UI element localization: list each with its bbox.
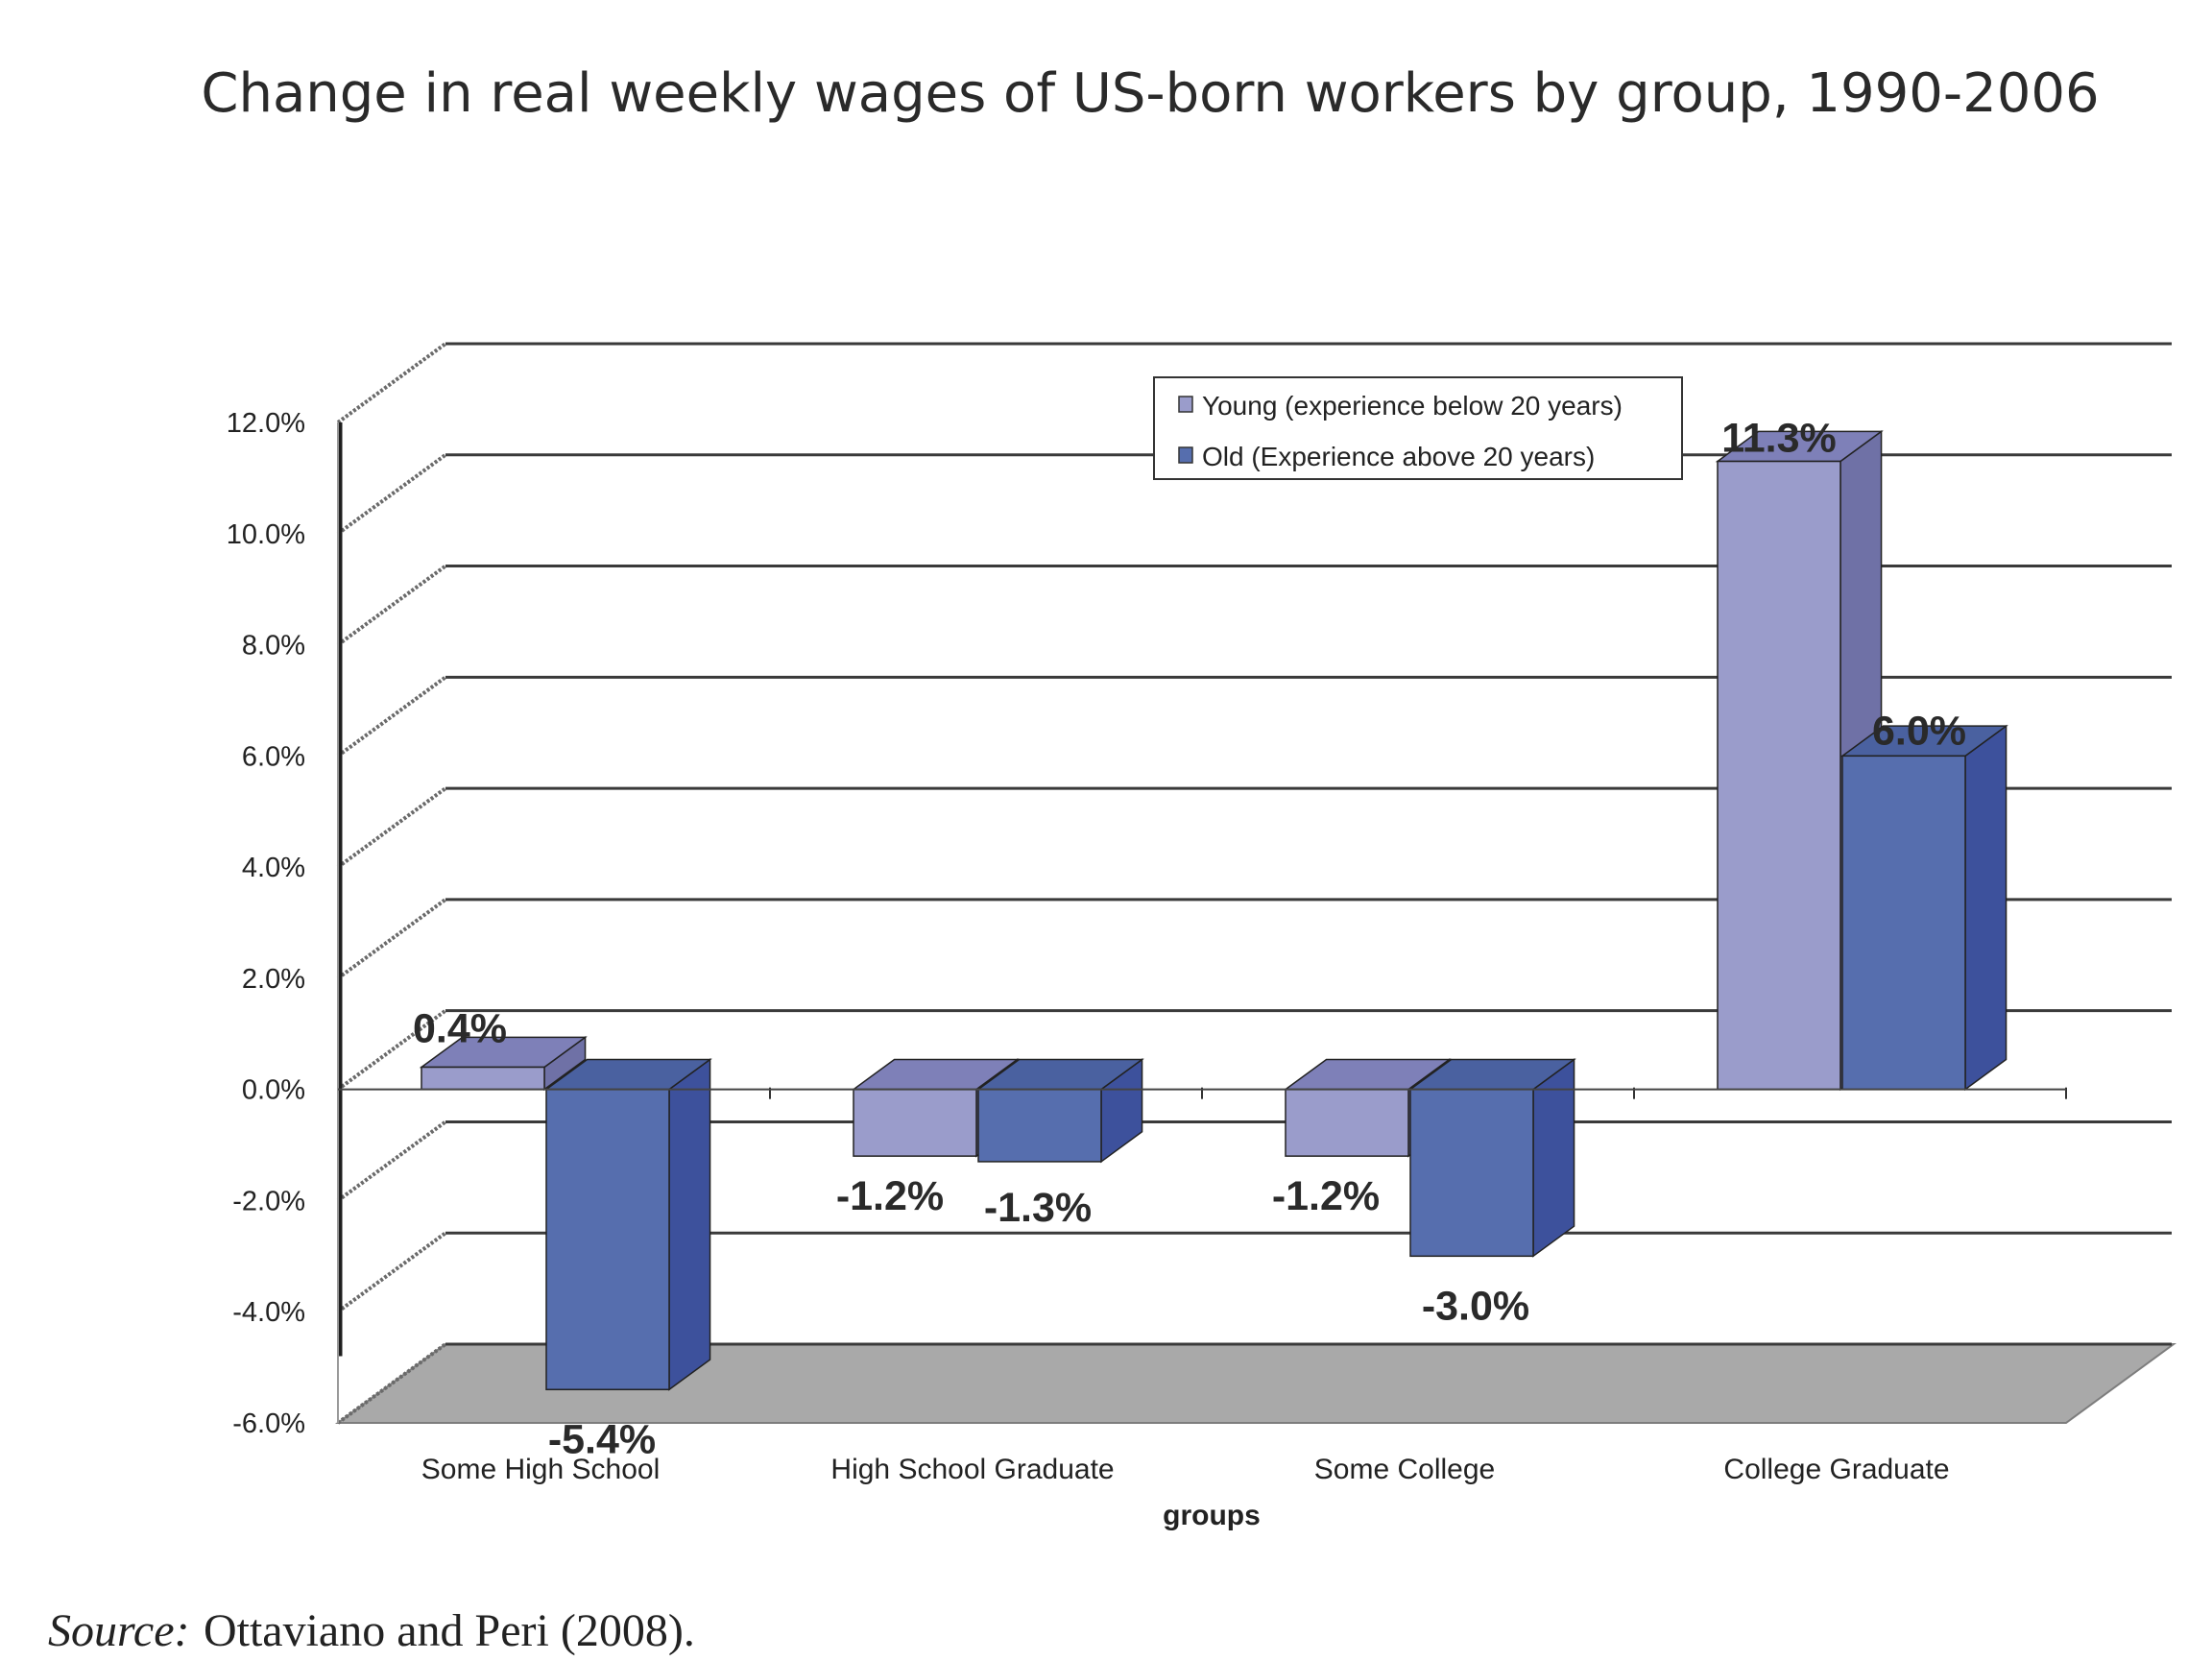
source-text: Ottaviano and Peri (2008).	[204, 1605, 695, 1656]
data-label: 6.0%	[1872, 708, 1966, 754]
legend-swatch-young	[1178, 396, 1193, 413]
side-wall-gridline	[336, 675, 447, 758]
side-wall-gridline	[336, 786, 447, 869]
bar-old	[1839, 724, 2008, 1092]
data-label: -1.3%	[984, 1185, 1092, 1231]
x-category-label: College Graduate	[1723, 1454, 1949, 1485]
x-category-label: High School Graduate	[830, 1454, 1114, 1485]
y-tick-label: 6.0%	[242, 741, 305, 772]
chart-title: Change in real weekly wages of US-born w…	[201, 62, 2099, 125]
bar-side	[668, 1058, 711, 1391]
x-axis-title: groups	[1163, 1500, 1261, 1531]
bar-old	[1407, 1058, 1576, 1258]
y-tick-label: 12.0%	[227, 408, 305, 439]
bar-front	[1841, 755, 1966, 1091]
svg-text:Source: Ottaviano and Pe: Source: Ottaviano and Peri (2008).	[48, 1605, 695, 1656]
data-label: -1.2%	[1272, 1173, 1380, 1219]
bar-old	[543, 1058, 712, 1391]
bar-front	[977, 1088, 1102, 1163]
side-wall-gridline	[336, 1231, 447, 1313]
y-tick-label: 2.0%	[242, 964, 305, 995]
y-tick-label: 4.0%	[242, 853, 305, 883]
bar-side	[1964, 724, 2008, 1092]
bar-front	[853, 1088, 977, 1157]
bar-front	[1717, 460, 1841, 1091]
data-label: 0.4%	[413, 1006, 507, 1052]
side-wall-gridline	[336, 1342, 447, 1425]
legend: Young (experience below 20 years) Old (E…	[1153, 376, 1683, 480]
y-tick-label: -2.0%	[232, 1186, 305, 1216]
data-label: -1.2%	[836, 1173, 944, 1219]
legend-label-young: Young (experience below 20 years)	[1202, 391, 1623, 421]
legend-box	[1153, 376, 1683, 480]
bar-front	[1285, 1088, 1409, 1157]
y-tick-label: -4.0%	[232, 1297, 305, 1328]
source-label: Source:	[48, 1605, 190, 1656]
data-label: -3.0%	[1422, 1283, 1529, 1329]
y-tick-label: -6.0%	[232, 1408, 305, 1439]
source-note: Source: Ottaviano and Peri (2008).	[48, 1605, 695, 1656]
side-wall-gridline	[336, 564, 447, 647]
bar-front	[1409, 1088, 1534, 1258]
legend-swatch-old	[1178, 446, 1193, 464]
data-label: 11.3%	[1721, 416, 1837, 462]
data-label: -5.4%	[548, 1416, 656, 1462]
side-wall-gridline	[336, 453, 447, 536]
y-tick-label: 0.0%	[242, 1075, 305, 1106]
side-wall-gridline	[336, 1119, 447, 1203]
legend-label-old: Old (Experience above 20 years)	[1202, 442, 1595, 471]
x-category-label: Some High School	[421, 1454, 660, 1485]
side-wall-gridline	[336, 1009, 447, 1092]
side-wall-gridline	[336, 898, 447, 980]
bar-front	[421, 1066, 545, 1091]
bar-old	[975, 1058, 1144, 1164]
x-category-label: Some College	[1314, 1454, 1495, 1485]
y-tick-label: 10.0%	[227, 519, 305, 550]
y-tick-label: 8.0%	[242, 631, 305, 662]
side-wall-gridline	[336, 342, 447, 424]
bar-front	[545, 1088, 670, 1391]
